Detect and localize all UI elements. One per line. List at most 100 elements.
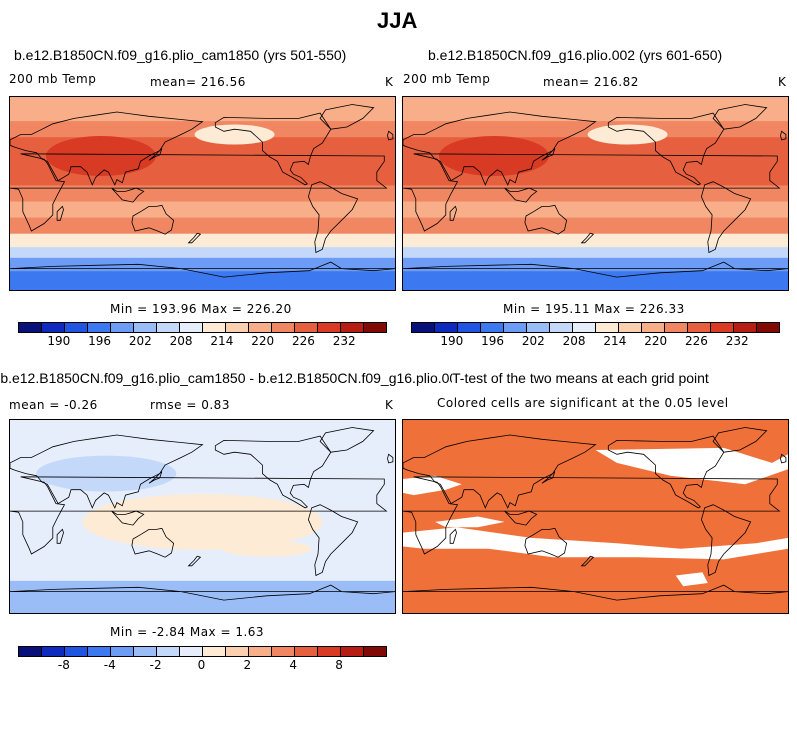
panel1-field (10, 97, 395, 290)
coast-uk (387, 453, 394, 464)
panel1-colorbar (18, 322, 387, 333)
colorbar-tick-label: 208 (562, 334, 586, 348)
non-significant-region (595, 447, 788, 485)
colorbar-swatch (364, 647, 386, 656)
non-significant-region (435, 516, 505, 528)
colorbar-swatch (642, 323, 665, 332)
temperature-band (403, 247, 788, 259)
coast-indonesia (504, 510, 538, 526)
coast-nz (580, 555, 595, 567)
coast-africa (403, 476, 781, 555)
colorbar-swatch (157, 647, 180, 656)
panel3-colorbar-ticks: -8 -4 -2 0 2 4 8 (18, 658, 385, 674)
temperature-band (10, 97, 395, 122)
temperature-band (403, 185, 788, 203)
colorbar-swatch (42, 647, 65, 656)
colorbar-tick-label: 220 (251, 334, 275, 348)
colorbar-swatch (88, 647, 111, 656)
panel3-title: b.e12.B1850CN.f09_g16.plio_cam1850 - b.e… (0, 370, 452, 386)
coast-greenland (319, 427, 375, 453)
colorbar-swatch (711, 323, 734, 332)
panel3-rmse: rmse = 0.83 (150, 398, 230, 412)
coast-africa (403, 153, 781, 232)
coast-eurasia (403, 434, 597, 509)
coast-uk (780, 130, 787, 141)
colorbar-swatch (88, 323, 111, 332)
panel3-colorbar (18, 646, 387, 657)
panel3-units: K (385, 398, 394, 412)
diff-positive-region (221, 540, 312, 557)
colorbar-swatch (734, 323, 757, 332)
colorbar-swatch (19, 647, 42, 656)
panel2-mean: mean= 216.82 (543, 75, 639, 89)
panel2-field (403, 97, 788, 290)
colorbar-swatch (504, 323, 527, 332)
coast-greenland (319, 104, 375, 130)
coast-madagascar (449, 205, 457, 221)
coast-namerica (607, 112, 725, 186)
colorbar-swatch (226, 647, 249, 656)
colorbar-swatch (19, 323, 42, 332)
colorbar-swatch (180, 323, 203, 332)
diff-negative-region (36, 455, 177, 492)
coast-eurasia (10, 111, 204, 186)
colorbar-tick-label: 220 (644, 334, 668, 348)
colorbar-swatch (180, 647, 203, 656)
temperature-band (10, 217, 395, 235)
colorbar-swatch (458, 323, 481, 332)
coast-australia (524, 204, 568, 235)
colorbar-swatch (295, 323, 318, 332)
panel1-units: K (385, 75, 394, 89)
temperature-band (403, 233, 788, 248)
colorbar-tick-label: 2 (243, 658, 252, 672)
colorbar-swatch (157, 323, 180, 332)
coast-samerica (307, 181, 359, 254)
colorbar-tick-label: 190 (440, 334, 464, 348)
panel3-field (10, 420, 395, 613)
colorbar-swatch (111, 647, 134, 656)
figure-title: JJA (377, 8, 418, 33)
temperature-band (403, 97, 788, 122)
colorbar-tick-label: 214 (210, 334, 234, 348)
temperature-band (10, 271, 395, 290)
colorbar-tick-label: 232 (725, 334, 749, 348)
coast-madagascar (56, 205, 64, 221)
panel4-map (402, 419, 789, 614)
warm-anticyclone (45, 135, 156, 176)
colorbar-swatch (573, 323, 596, 332)
colorbar-tick-label: -4 (103, 658, 116, 672)
panel2-variable: 200 mb Temp (403, 72, 491, 86)
colorbar-swatch (318, 647, 341, 656)
coast-nz (580, 232, 595, 244)
colorbar-tick-label: 202 (128, 334, 152, 348)
coast-antarctica (10, 584, 395, 601)
temperature-band (10, 247, 395, 259)
panel4-title: T-test of the two means at each grid poi… (452, 370, 709, 386)
colorbar-swatch (295, 647, 318, 656)
non-significant-region (403, 527, 788, 560)
panel1-map (9, 96, 396, 291)
panel1-variable: 200 mb Temp (9, 72, 97, 86)
panel4-subtitle: Colored cells are significant at the 0.0… (437, 396, 729, 410)
colorbar-tick-label: 8 (335, 658, 343, 672)
warm-anticyclone (438, 135, 549, 176)
colorbar-swatch (42, 323, 65, 332)
temperature-band (10, 185, 395, 203)
colorbar-tick-label: 4 (289, 658, 298, 672)
panel2-units: K (778, 75, 787, 89)
temperature-band (403, 217, 788, 235)
coast-nz (187, 232, 202, 244)
coast-africa (10, 153, 388, 232)
coast-uk (387, 130, 394, 141)
colorbar-swatch (412, 323, 435, 332)
coast-samerica (700, 181, 752, 254)
colorbar-swatch (757, 323, 779, 332)
significant-cells (403, 420, 788, 613)
colorbar-tick-label: -2 (149, 658, 162, 672)
temperature-band (10, 257, 395, 272)
panel3-map (9, 419, 396, 614)
coast-eurasia (10, 434, 204, 509)
coast-uk (780, 453, 787, 464)
coast-japan (148, 148, 163, 161)
panel1-title: b.e12.B1850CN.f09_g16.plio_cam1850 (yrs … (14, 47, 347, 63)
